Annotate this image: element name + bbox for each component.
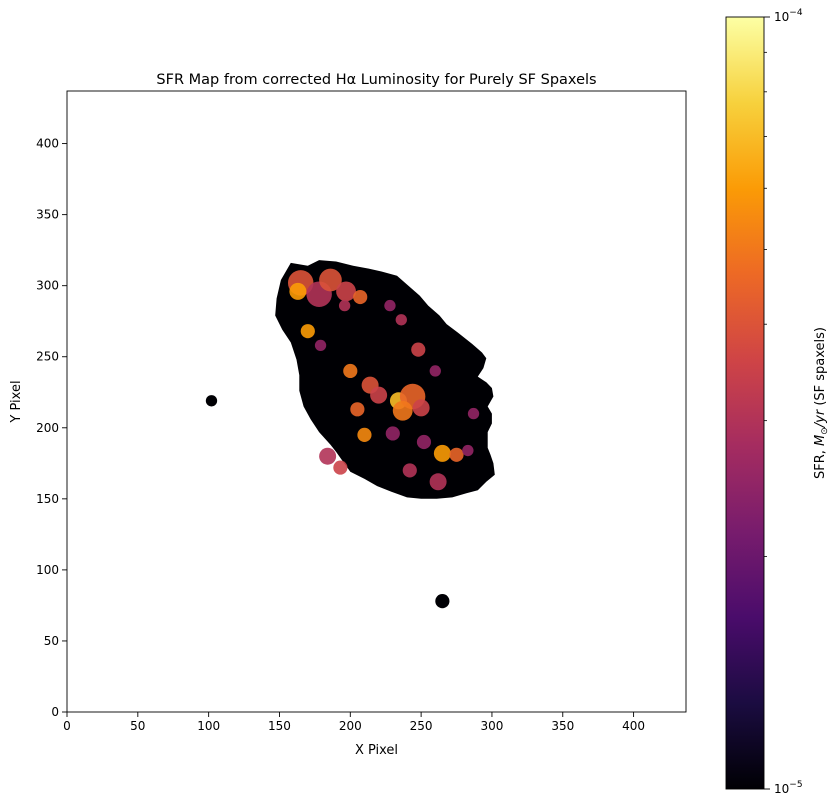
- x-tick-label: 350: [551, 719, 574, 733]
- x-tick-label: 150: [268, 719, 291, 733]
- x-tick-label: 400: [622, 719, 645, 733]
- y-axis: 0 50 100 150 200 250 300 350 400: [36, 137, 67, 719]
- colorbar-frame: [725, 16, 765, 790]
- colorbar-label-math2: /yr: [813, 408, 828, 428]
- sfr-hotspot: [357, 427, 372, 442]
- y-tick-label: 350: [36, 208, 59, 222]
- colorbar-label-math: M: [813, 435, 828, 446]
- sfr-hotspot: [336, 281, 356, 302]
- y-tick-label: 150: [36, 492, 59, 506]
- sfr-hotspot: [392, 400, 413, 421]
- region-main-galaxy: [275, 260, 495, 499]
- sfr-hotspot: [353, 289, 368, 305]
- colorbar-label-suffix: (SF spaxels): [813, 327, 828, 410]
- colorbar-label: SFR, M⊙/yr (SF spaxels): [813, 327, 830, 479]
- sfr-hotspot: [384, 299, 396, 312]
- y-tick-label: 400: [36, 137, 59, 151]
- sfr-hotspot: [429, 473, 447, 491]
- region-blob-bottom: [435, 594, 450, 609]
- sfr-hotspot: [449, 447, 464, 462]
- sfr-hotspot: [429, 365, 441, 377]
- sfr-hotspot: [319, 268, 342, 292]
- sfr-hotspot: [343, 363, 358, 379]
- sfr-hotspot: [350, 402, 365, 417]
- y-tick-label: 250: [36, 350, 59, 364]
- sfr-hotspot: [338, 299, 351, 312]
- colorbar-label-prefix: SFR,: [813, 446, 828, 479]
- sfr-hotspot: [370, 386, 388, 404]
- colorbar-tick-label: 10−4: [774, 8, 803, 24]
- x-axis-label: X Pixel: [355, 743, 398, 758]
- y-tick-label: 200: [36, 421, 59, 435]
- sfr-hotspot: [402, 463, 417, 478]
- sfr-hotspot: [467, 407, 480, 420]
- sfr-hotspot: [412, 399, 430, 417]
- y-tick-label: 100: [36, 563, 59, 577]
- sfr-hotspot: [314, 339, 327, 352]
- x-tick-label: 0: [63, 719, 71, 733]
- colorbar: 10−5 10−4 SFR, M⊙/yr (SF spaxels): [725, 8, 830, 796]
- x-tick-label: 250: [410, 719, 433, 733]
- x-axis: 0 50 100 150 200 250 300 350 400: [63, 712, 645, 733]
- x-tick-label: 300: [480, 719, 503, 733]
- colorbar-label-sub: ⊙: [820, 427, 830, 435]
- sfr-hotspot: [289, 282, 307, 300]
- x-tick-label: 100: [197, 719, 220, 733]
- colorbar-ticks: 10−5 10−4: [764, 8, 803, 796]
- sfr-hotspot: [319, 447, 337, 465]
- y-tick-label: 300: [36, 279, 59, 293]
- plot-frame: [66, 90, 687, 713]
- sfr-hotspot: [462, 444, 474, 457]
- chart-title: SFR Map from corrected Hα Luminosity for…: [156, 72, 596, 88]
- colorbar-gradient: [726, 17, 764, 789]
- y-tick-label: 50: [44, 634, 59, 648]
- colorbar-tick-label: 10−5: [774, 780, 803, 796]
- x-tick-label: 200: [339, 719, 362, 733]
- plot-area: [66, 90, 687, 713]
- sfr-hotspot: [395, 314, 407, 326]
- sfr-hotspot: [300, 324, 315, 339]
- heatmap-layer: [205, 260, 495, 609]
- sfr-hotspot: [433, 444, 451, 462]
- y-tick-label: 0: [51, 705, 59, 719]
- sfr-hotspot: [333, 460, 348, 475]
- sfr-hotspot: [411, 342, 426, 357]
- y-axis-label: Y Pixel: [9, 380, 24, 423]
- x-tick-label: 50: [130, 719, 145, 733]
- region-blob-left: [205, 395, 218, 407]
- sfr-hotspot: [385, 426, 400, 441]
- sfr-hotspot: [416, 434, 432, 450]
